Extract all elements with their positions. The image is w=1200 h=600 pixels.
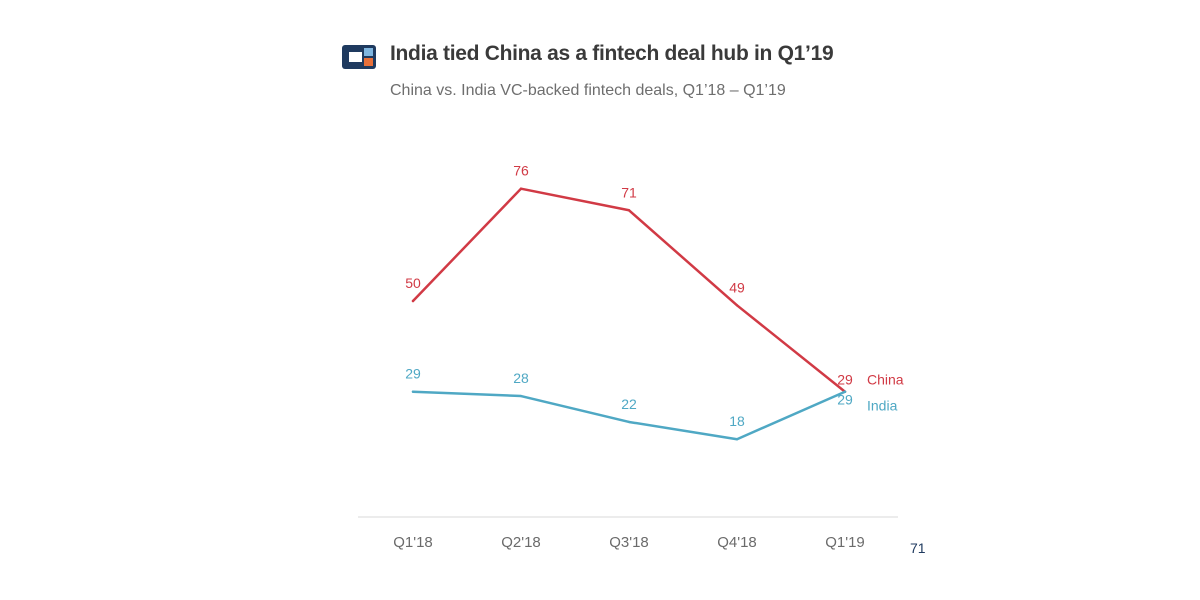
data-label-china: 49: [729, 279, 745, 295]
x-tick-label: Q2'18: [501, 534, 541, 551]
data-label-india: 18: [729, 413, 745, 429]
data-label-china: 50: [405, 275, 421, 291]
data-label-india: 29: [837, 392, 853, 408]
x-tick-label: Q1'18: [393, 534, 433, 551]
cb-insights-logo: [342, 45, 376, 69]
series-label-india: India: [867, 398, 898, 414]
data-label-china: 29: [837, 372, 853, 388]
data-point-india: [843, 390, 847, 393]
data-label-india: 29: [405, 366, 421, 382]
data-label-india: 22: [621, 396, 637, 412]
data-point-china: [627, 209, 631, 212]
data-label-china: 76: [513, 163, 529, 179]
data-label-india: 28: [513, 370, 529, 386]
chart-title: India tied China as a fintech deal hub i…: [390, 42, 834, 65]
x-tick-label: Q4'18: [717, 534, 757, 551]
page-number: 71: [910, 540, 926, 556]
data-point-india: [519, 394, 523, 398]
data-point-india: [411, 390, 415, 393]
chart-subtitle: China vs. India VC-backed fintech deals,…: [390, 82, 786, 99]
data-point-china: [519, 187, 523, 190]
data-point-india: [735, 438, 739, 441]
series-label-china: China: [867, 372, 904, 388]
data-point-china: [411, 299, 415, 303]
data-point-china: [735, 304, 739, 307]
series-line-china: [411, 187, 847, 393]
data-label-china: 71: [621, 184, 637, 200]
data-point-india: [627, 420, 631, 424]
x-tick-label: Q3'18: [609, 534, 649, 551]
x-tick-label: Q1'19: [825, 534, 865, 551]
